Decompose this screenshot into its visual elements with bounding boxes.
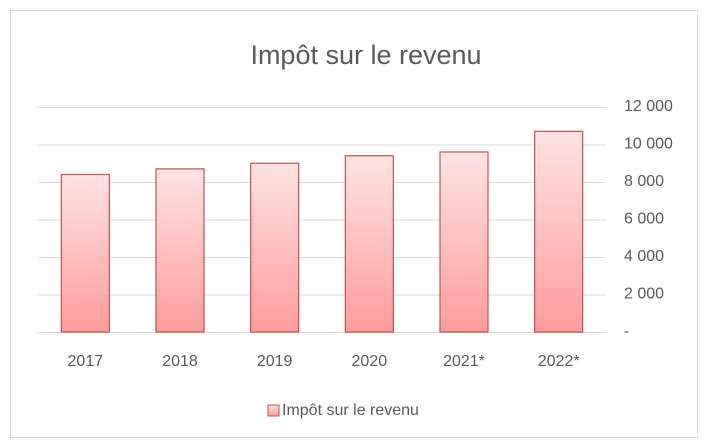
y-tick-label: - <box>624 323 629 340</box>
x-tick-label: 2020 <box>352 353 388 370</box>
bar <box>344 155 394 333</box>
legend-swatch <box>267 404 280 417</box>
chart-title: Impôt sur le revenu <box>250 40 481 70</box>
y-tick-label: 10 000 <box>624 136 673 153</box>
x-tick-label: 2021* <box>443 353 485 370</box>
x-tick-label: 2018 <box>162 353 198 370</box>
y-tick-label: 8 000 <box>624 173 664 190</box>
bar <box>250 162 300 333</box>
bar <box>534 130 584 333</box>
y-tick-label: 6 000 <box>624 211 664 228</box>
bar <box>60 173 110 333</box>
bar <box>439 151 489 333</box>
y-tick-label: 12 000 <box>624 98 673 115</box>
bar <box>155 168 205 333</box>
y-tick-label: 2 000 <box>624 286 664 303</box>
legend-label: Impôt sur le revenu <box>282 402 419 419</box>
x-tick-label: 2017 <box>68 353 104 370</box>
x-tick-label: 2022* <box>538 353 580 370</box>
y-tick-label: 4 000 <box>624 248 664 265</box>
x-tick-label: 2019 <box>257 353 293 370</box>
